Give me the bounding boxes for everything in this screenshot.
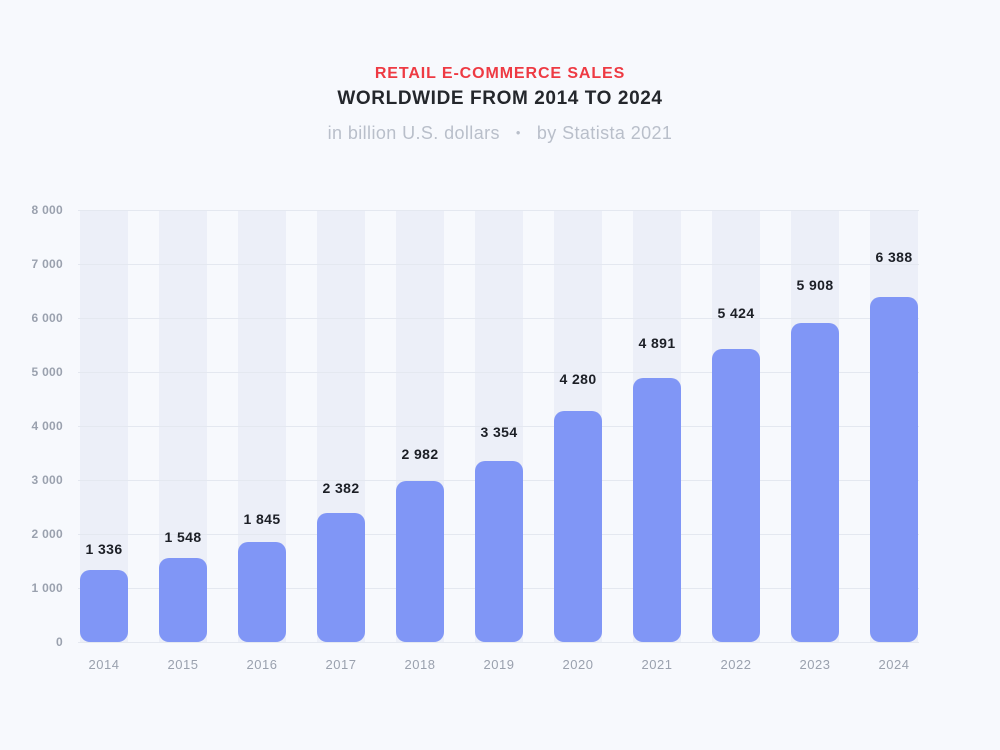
chart-subtitle: in billion U.S. dollars • by Statista 2021 — [0, 123, 1000, 144]
chart-title-main: WORLDWIDE FROM 2014 TO 2024 — [337, 88, 663, 109]
gridline — [78, 210, 919, 211]
bar-value-label: 2 982 — [401, 445, 439, 462]
bar-2021 — [633, 377, 681, 642]
bar-2020 — [554, 410, 602, 642]
source-label: by Statista 2021 — [536, 123, 673, 143]
gridline — [78, 318, 919, 319]
gridline — [78, 426, 919, 427]
y-axis-tick-label: 3 000 — [31, 473, 63, 487]
gridline — [78, 642, 919, 643]
chart-title-accent: RETAIL E-COMMERCE SALES — [374, 65, 626, 82]
bar-2024 — [870, 297, 918, 642]
y-axis-tick-label: 1 000 — [31, 581, 63, 595]
bar-value-label: 5 424 — [717, 304, 755, 321]
bullet-separator: • — [515, 125, 521, 140]
y-axis-tick-label: 8 000 — [31, 203, 63, 217]
bar-2017 — [317, 513, 365, 642]
unit-label: in billion U.S. dollars — [327, 123, 500, 143]
bar-value-label: 2 382 — [322, 480, 360, 497]
bar-value-label: 1 845 — [243, 511, 281, 528]
bar-value-label: 5 908 — [796, 276, 834, 293]
bar-2015 — [159, 558, 207, 642]
y-axis-tick-label: 6 000 — [31, 311, 63, 325]
bar-value-label: 1 548 — [164, 528, 202, 545]
bar-value-label: 4 891 — [638, 335, 676, 352]
y-axis-tick-label: 0 — [56, 635, 63, 649]
gridline — [78, 264, 919, 265]
x-axis-tick-label: 2024 — [878, 657, 910, 672]
bar-2023 — [791, 322, 839, 642]
y-axis-tick-label: 5 000 — [31, 365, 63, 379]
bar-value-label: 4 280 — [559, 370, 597, 387]
x-axis-tick-label: 2018 — [404, 657, 436, 672]
x-axis-tick-label: 2023 — [799, 657, 831, 672]
x-axis-tick-label: 2019 — [483, 657, 515, 672]
x-axis-tick-label: 2016 — [246, 657, 278, 672]
bar-2022 — [712, 349, 760, 642]
bar-2018 — [396, 480, 444, 642]
y-axis-tick-label: 7 000 — [31, 257, 63, 271]
bar-value-label: 6 388 — [875, 248, 913, 265]
bar-2019 — [475, 460, 523, 642]
bar-value-label: 1 336 — [85, 540, 123, 557]
x-axis-tick-label: 2022 — [720, 657, 752, 672]
x-axis-tick-label: 2017 — [325, 657, 357, 672]
gridline — [78, 372, 919, 373]
x-axis-tick-label: 2015 — [167, 657, 199, 672]
bar-2014 — [80, 569, 128, 642]
x-axis-tick-label: 2014 — [88, 657, 120, 672]
x-axis-tick-label: 2021 — [641, 657, 673, 672]
bar-2016 — [238, 542, 286, 642]
x-axis-tick-label: 2020 — [562, 657, 594, 672]
y-axis-tick-label: 2 000 — [31, 527, 63, 541]
bar-value-label: 3 354 — [480, 424, 518, 441]
y-axis-tick-label: 4 000 — [31, 419, 63, 433]
